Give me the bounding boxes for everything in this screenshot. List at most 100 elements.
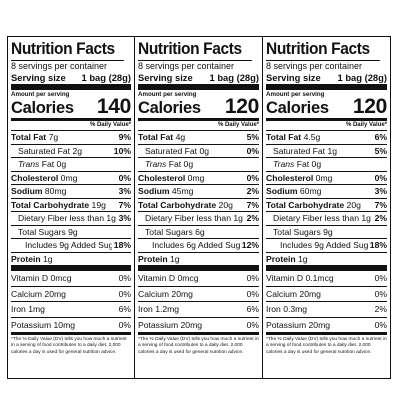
carb-label: Total Carbohydrate: [138, 199, 217, 210]
trans-fat-amount: Fat 0g: [41, 159, 67, 169]
sat-fat-label: Saturated Fat: [18, 145, 71, 156]
protein-row: Protein 1g: [138, 253, 259, 271]
cholesterol-row: Cholesterol 0mg 0%: [266, 172, 387, 185]
calcium-row: Calcium 20mg 0%: [266, 287, 387, 302]
calcium-row: Calcium 20mg 0%: [138, 287, 259, 302]
fiber-dv: 2%: [374, 213, 387, 223]
iron-label: Iron 1.2mg: [138, 304, 180, 314]
fiber-dv: 2%: [246, 213, 259, 223]
serving-size-value: 1 bag (28g): [337, 72, 388, 83]
protein-label: Protein: [266, 253, 296, 264]
label-title: Nutrition Facts: [266, 38, 380, 61]
sodium-amount: 60mg: [299, 186, 322, 196]
carb-dv: 7%: [118, 199, 131, 210]
calories-value: 120: [224, 95, 259, 118]
vitamin-d-dv: 0%: [246, 273, 259, 283]
total-fat-row: Total Fat 7g 9%: [11, 131, 131, 145]
total-fat-label: Total Fat: [138, 132, 174, 142]
fiber-row: Dietary Fiber less than 1g 2%: [266, 212, 387, 226]
iron-label: Iron 0.3mg: [266, 304, 308, 314]
cholesterol-amount: 0mg: [187, 172, 205, 183]
added-sugars-label: Includes 9g Added Sugars: [25, 240, 112, 250]
total-sugars-row: Total Sugars 9g: [266, 226, 387, 239]
serving-size-row: Serving size 1 bag (28g): [11, 72, 131, 90]
added-sugars-dv: 18%: [113, 240, 131, 250]
trans-fat-amount: Fat 0g: [168, 159, 194, 169]
carb-label: Total Carbohydrate: [11, 199, 90, 210]
total-sugars-row: Total Sugars 9g: [11, 226, 131, 239]
fiber-row: Dietary Fiber less than 1g 2%: [138, 212, 259, 226]
iron-dv: 2%: [374, 304, 387, 314]
calcium-label: Calcium 20mg: [266, 288, 321, 299]
fiber-label: Dietary Fiber less than 1g: [18, 213, 116, 223]
sat-fat-amount: 1g: [327, 145, 338, 156]
servings-per-container: 8 servings per container: [11, 61, 131, 72]
nutrition-labels: Nutrition Facts 8 servings per container…: [7, 36, 392, 379]
sat-fat-label: Saturated Fat: [273, 145, 326, 156]
carbohydrate-row: Total Carbohydrate 20g 7%: [138, 199, 259, 212]
cholesterol-label: Cholesterol: [11, 172, 59, 183]
amount-per-serving: Amount per serving: [138, 91, 197, 98]
iron-row: Iron 1mg 6%: [11, 302, 131, 318]
fiber-label: Dietary Fiber less than 1g: [273, 213, 371, 223]
cholesterol-label: Cholesterol: [266, 172, 314, 183]
daily-value-header: % Daily Value*: [138, 121, 259, 131]
added-sugars-row: Includes 6g Added Sugars12%: [138, 239, 259, 253]
label-title: Nutrition Facts: [11, 38, 124, 61]
label-title: Nutrition Facts: [138, 38, 252, 61]
sat-fat-label: Saturated Fat: [145, 145, 198, 156]
serving-size-label: Serving size: [138, 72, 193, 83]
vitamin-d-dv: 0%: [118, 273, 131, 283]
sodium-dv: 3%: [118, 186, 131, 196]
calcium-label: Calcium 20mg: [138, 288, 193, 299]
added-sugars-label: Includes 9g Added Sugars: [280, 240, 368, 250]
footnote: *The % Daily Value (DV) tells you how mu…: [138, 337, 259, 355]
serving-size-label: Serving size: [266, 72, 321, 83]
sat-fat-dv: 5%: [374, 145, 387, 156]
trans-fat-row: Trans Fat 0g: [266, 158, 387, 172]
daily-value-header: % Daily Value*: [266, 121, 387, 131]
footnote: *The % Daily Value (DV) tells you how mu…: [266, 337, 387, 355]
carb-amount: 20g: [218, 199, 233, 210]
calcium-label: Calcium 20mg: [11, 288, 66, 299]
potassium-dv: 0%: [374, 319, 387, 330]
cholesterol-dv: 0%: [118, 172, 131, 183]
potassium-row: Potassium 20mg 0%: [138, 318, 259, 335]
added-sugars-row: Includes 9g Added Sugars18%: [11, 239, 131, 253]
nutrition-label-3: Nutrition Facts 8 servings per container…: [263, 36, 391, 379]
sat-fat-amount: 0g: [199, 145, 210, 156]
sodium-row: Sodium 60mg 3%: [266, 185, 387, 199]
trans-label: Trans: [18, 159, 40, 169]
added-sugars-dv: 12%: [241, 240, 259, 250]
vitamin-d-label: Vitamin D 0.1mcg: [266, 273, 334, 283]
calories-row: Calories 120: [266, 96, 387, 121]
servings-per-container: 8 servings per container: [138, 61, 259, 72]
saturated-fat-row: Saturated Fat 1g 5%: [266, 145, 387, 158]
carbohydrate-row: Total Carbohydrate 19g 7%: [11, 199, 131, 212]
fiber-row: Dietary Fiber less than 1g 3%: [11, 212, 131, 226]
sodium-amount: 80mg: [44, 186, 67, 196]
sodium-dv: 3%: [374, 186, 387, 196]
sodium-row: Sodium 80mg 3%: [11, 185, 131, 199]
iron-row: Iron 0.3mg 2%: [266, 302, 387, 318]
trans-fat-row: Trans Fat 0g: [138, 158, 259, 172]
total-fat-row: Total Fat 4.5g 6%: [266, 131, 387, 145]
protein-amount: 1g: [298, 253, 308, 264]
servings-text: 8 servings per container: [266, 61, 363, 71]
protein-row: Protein 1g: [266, 253, 387, 271]
total-fat-amount: 4g: [175, 132, 186, 142]
amount-per-serving: Amount per serving: [266, 91, 325, 98]
cholesterol-amount: 0mg: [60, 172, 78, 183]
serving-size-row: Serving size 1 bag (28g): [266, 72, 387, 90]
calories-row: Calories 140: [11, 96, 131, 121]
nutrition-label-2: Nutrition Facts 8 servings per container…: [135, 36, 263, 379]
serving-size-label: Serving size: [11, 72, 66, 83]
serving-size-value: 1 bag (28g): [209, 72, 260, 83]
cholesterol-dv: 0%: [246, 172, 259, 183]
fiber-label: Dietary Fiber less than 1g: [145, 213, 243, 223]
vitamin-d-label: Vitamin D 0mcg: [138, 273, 199, 283]
fiber-dv: 3%: [118, 213, 131, 223]
trans-label: Trans: [273, 159, 295, 169]
carb-dv: 7%: [246, 199, 259, 210]
total-fat-amount: 4.5g: [303, 132, 321, 142]
